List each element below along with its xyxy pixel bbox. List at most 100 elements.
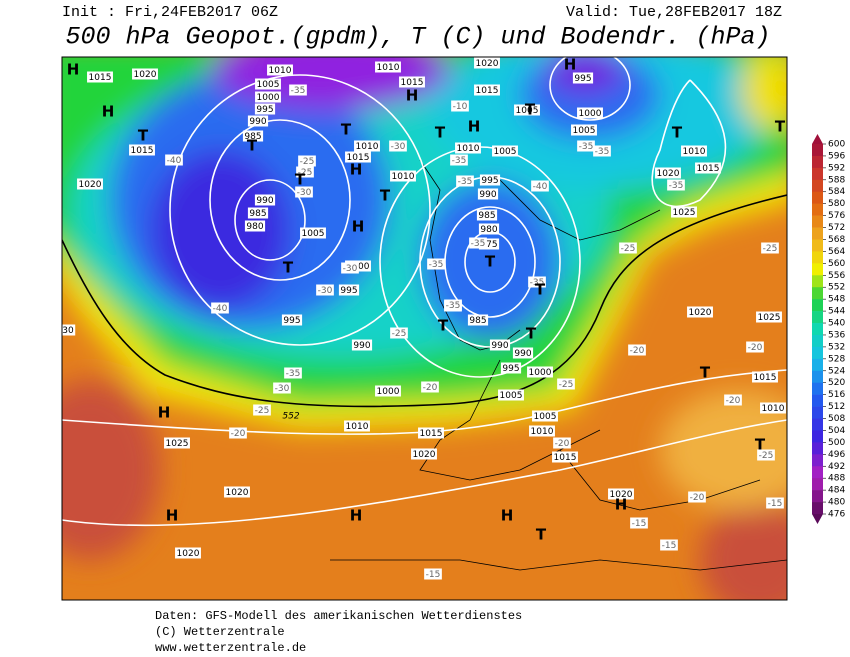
temperature-label-box — [553, 437, 571, 449]
temperature-label-text: -35 — [452, 156, 467, 166]
colorbar-cell — [812, 334, 823, 348]
colorbar-tick-label: 524 — [828, 366, 845, 376]
pressure-label-box — [760, 402, 786, 414]
pressure-center: H — [350, 161, 363, 179]
pressure-label-text: 1020 — [134, 70, 157, 80]
title: 500 hPa Geopot.(gpdm), T (C) und Bodendr… — [65, 23, 770, 52]
temperature-label: -15 — [660, 539, 678, 551]
temperature-label-text: -35 — [530, 278, 545, 288]
pressure-label-text: 985 — [469, 316, 486, 326]
pressure-label: 1015 — [474, 84, 500, 96]
pressure-label-text: 1025 — [673, 208, 696, 218]
colorbar-tick-label: 592 — [828, 163, 845, 173]
pressure-label-text: 30 — [62, 326, 74, 336]
colorbar-tick-label: 596 — [828, 151, 845, 161]
temperature-label-box — [766, 497, 784, 509]
pressure-label: 1020 — [132, 68, 158, 80]
pressure-label-box — [514, 104, 540, 116]
pressure-label-text: 1020 — [177, 549, 200, 559]
pressure-center: H — [468, 118, 481, 136]
pressure-center: T — [525, 101, 536, 119]
pressure-label-text: 1005 — [573, 126, 596, 136]
pressure-label-box — [399, 76, 425, 88]
pressure-label-text: 995 — [340, 286, 357, 296]
pressure-label-text: 995 — [256, 105, 273, 115]
colorbar-cell — [812, 406, 823, 419]
map: 1015 1020 1010 1010 1015 1020 1015 995 1005 1000 9… — [62, 57, 787, 600]
temperature-label-text: -40 — [533, 182, 548, 192]
temperature-label-text: -25 — [392, 329, 407, 339]
pressure-label-box — [474, 84, 500, 96]
pressure-label-box — [527, 366, 553, 378]
pressure-label-box — [752, 371, 778, 383]
colorbar-end — [812, 134, 823, 144]
colorbar-cell — [812, 382, 823, 395]
colorbar-cell — [812, 358, 823, 372]
temperature-label-text: -40 — [213, 304, 228, 314]
pressure-center: H — [615, 496, 628, 514]
colorbar-tick-label: 564 — [828, 247, 845, 257]
pressure-center: H — [406, 87, 419, 105]
pressure-label-text: 1020 — [413, 450, 436, 460]
temperature-label-box — [424, 568, 442, 580]
temperature-label-text: -15 — [632, 519, 647, 529]
pressure-label-text: 1020 — [226, 488, 249, 498]
footer-line: (C) Wetterzentrale — [155, 625, 285, 639]
pressure-label-box — [300, 227, 326, 239]
pressure-label-text: 1015 — [697, 164, 720, 174]
colorbar-tick-label: 584 — [828, 187, 845, 197]
temperature-label-box — [450, 154, 468, 166]
temperature-label-box — [628, 344, 646, 356]
pressure-label: 990 — [254, 194, 276, 206]
pressure-label-box — [254, 194, 276, 206]
pressure-label-box — [489, 339, 511, 351]
pressure-center: T — [526, 325, 537, 343]
temperature-label-box — [593, 145, 611, 157]
pressure-label-box — [500, 362, 522, 374]
pressure-label-text: 1005 — [534, 412, 557, 422]
temperature-label-text: -35 — [579, 142, 594, 152]
temperature-label-text: -10 — [453, 102, 468, 112]
temperature-label-text: -20 — [555, 439, 570, 449]
pressure-center: T — [438, 317, 449, 335]
temperature-label-text: -35 — [669, 181, 684, 191]
temperature-label-box — [761, 242, 779, 254]
temperature-label-text: -35 — [458, 177, 473, 187]
pressure-label-text: 1005 — [302, 229, 325, 239]
pressure-label: 990 — [477, 188, 499, 200]
temperature-label: -35 — [667, 179, 685, 191]
pressure-label-text: 980 — [246, 222, 263, 232]
pressure-label-text: 1010 — [762, 404, 785, 414]
pressure-label: 1015 — [87, 71, 113, 83]
pressure-label: 1010 — [375, 61, 401, 73]
colorbar-tick-label: 484 — [828, 486, 845, 496]
colorbar-cell — [812, 442, 823, 455]
pressure-label-box — [255, 78, 281, 90]
colorbar-tick-label: 572 — [828, 223, 845, 233]
pressure-label-text: 995 — [502, 364, 519, 374]
pressure-label-text: 1015 — [131, 146, 154, 156]
pressure-label: 1005 — [571, 124, 597, 136]
pressure-label: 990 — [489, 339, 511, 351]
pressure-label-box — [577, 107, 603, 119]
colorbar-cell — [812, 215, 823, 228]
temperature-label-box — [284, 367, 302, 379]
pressure-label-text: 1010 — [377, 63, 400, 73]
pressure-label: 1005 — [300, 227, 326, 239]
temperature-label-box — [630, 517, 648, 529]
pressure-label: 995 — [572, 72, 594, 84]
temperature-label: -35 — [469, 237, 487, 249]
colorbar-tick-label: 532 — [828, 342, 845, 352]
pressure-label-box — [281, 314, 303, 326]
temperature-label-text: -40 — [167, 156, 182, 166]
pressure-label-text: 1000 — [257, 93, 280, 103]
temperature-label: -25 — [390, 327, 408, 339]
pressure-label-text: 1015 — [754, 373, 777, 383]
temperature-label-text: -25 — [255, 406, 270, 416]
pressure-center: H — [350, 507, 363, 525]
colorbar-tick-label: 552 — [828, 283, 845, 293]
pressure-label: 995 — [500, 362, 522, 374]
temperature-label-text: -35 — [471, 239, 486, 249]
pressure-label-box — [681, 145, 707, 157]
